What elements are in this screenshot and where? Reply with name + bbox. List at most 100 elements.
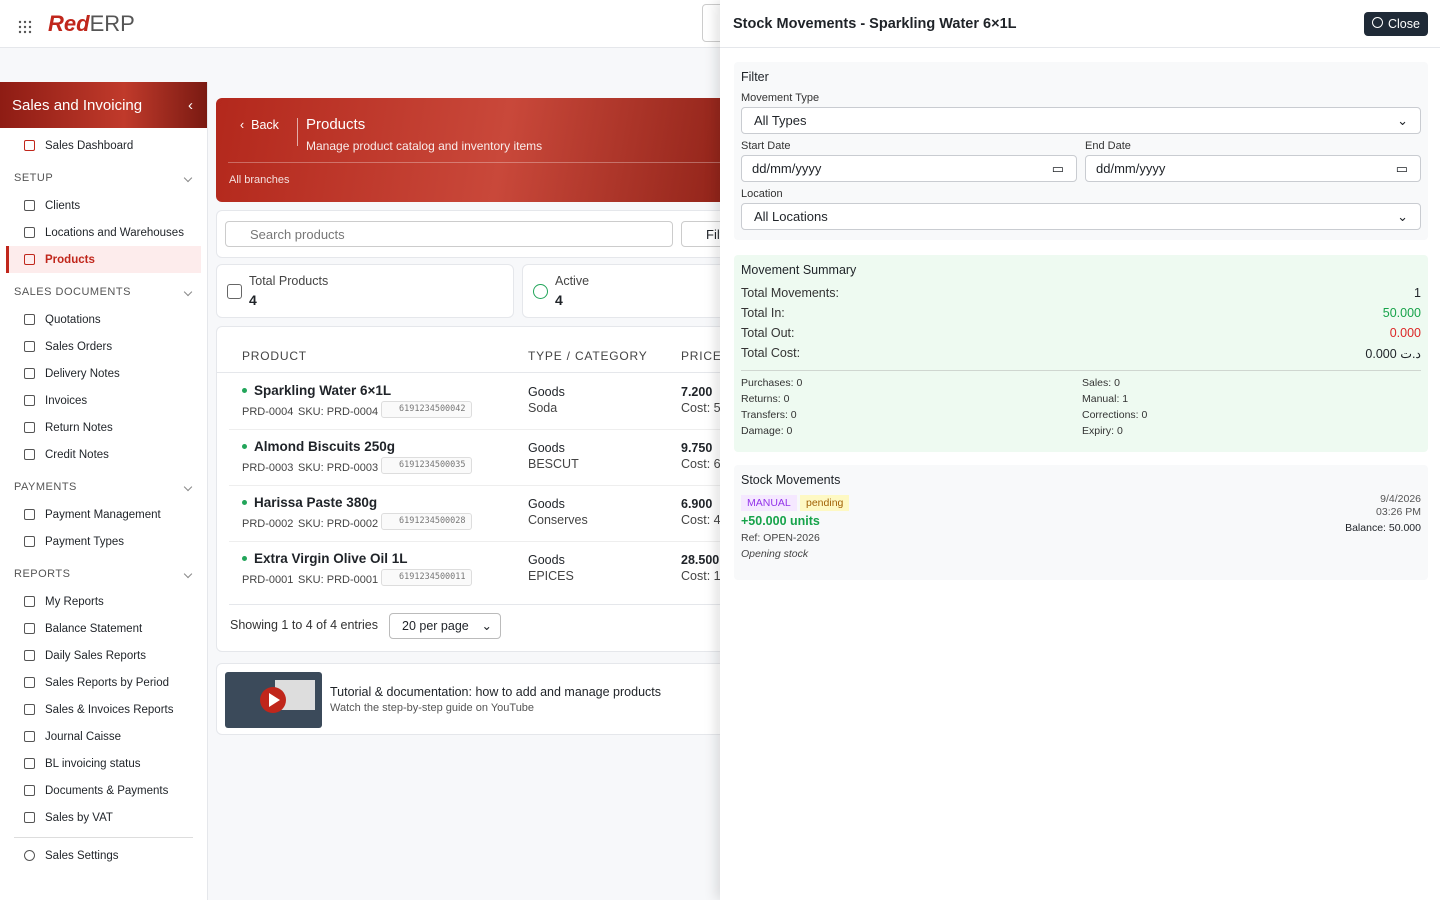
nav-icon	[24, 785, 35, 796]
summary-row: Total Cost: 0.000 د.ت	[741, 343, 1421, 363]
per-page-label: 20 per page	[402, 619, 469, 633]
status-dot	[242, 500, 247, 505]
nav-item[interactable]: Documents & Payments	[6, 777, 201, 804]
back-button[interactable]: ‹ Back	[240, 118, 279, 132]
nav-item[interactable]: Delivery Notes	[6, 360, 201, 387]
field-label: Movement Type	[741, 92, 820, 104]
nav-item[interactable]: BL invoicing status	[6, 750, 201, 777]
nav-item[interactable]: Daily Sales Reports	[6, 642, 201, 669]
product-name[interactable]: Extra Virgin Olive Oil 1L	[254, 551, 408, 566]
breakdown-item: Corrections: 0	[1082, 409, 1148, 421]
select-value: All Types	[754, 113, 807, 128]
nav-label: Quotations	[45, 313, 101, 326]
nav-icon	[24, 449, 35, 460]
nav-item[interactable]: Clients	[6, 192, 201, 219]
nav-item[interactable]: Payment Types	[6, 528, 201, 555]
nav-icon	[24, 368, 35, 379]
section-title: PAYMENTS	[14, 481, 77, 493]
summary-value: 0.000	[1389, 326, 1421, 340]
sidebar-header: Sales and Invoicing ‹	[0, 82, 207, 128]
barcode-value: 6191234500011	[399, 572, 466, 582]
location-select[interactable]: All Locations ⌄	[741, 203, 1421, 230]
breakdown-item: Expiry: 0	[1082, 425, 1123, 437]
product-category: BESCUT	[528, 457, 579, 471]
product-id: PRD-0001	[242, 574, 294, 586]
stat-value: 4	[555, 292, 563, 308]
nav-item[interactable]: Quotations	[6, 306, 201, 333]
product-price: 9.750	[681, 441, 713, 455]
section-title: REPORTS	[14, 568, 71, 580]
close-button[interactable]: Close	[1364, 12, 1428, 36]
panel-header: Stock Movements - Sparkling Water 6×1L C…	[720, 0, 1440, 48]
summary-divider	[741, 370, 1421, 371]
summary-value: 50.000	[1382, 306, 1421, 320]
nav-item[interactable]: Return Notes	[6, 414, 201, 441]
section-header: SETUP	[0, 164, 207, 192]
collapse-icon[interactable]: ‹	[188, 96, 193, 114]
per-page-select[interactable]: 20 per page ⌄	[389, 613, 501, 639]
nav-item[interactable]: Invoices	[6, 387, 201, 414]
nav-item[interactable]: Sales by VAT	[6, 804, 201, 831]
product-name[interactable]: Almond Biscuits 250g	[254, 439, 396, 454]
summary-label: Total Out:	[741, 326, 795, 340]
summary-row: Total In: 50.000	[741, 303, 1421, 323]
nav-icon	[24, 254, 35, 265]
branches: All branches	[229, 174, 290, 186]
table-divider	[229, 604, 729, 605]
chevron	[183, 287, 193, 297]
summary-rows: Total Movements: 1 Total In: 50.000 Total Ou…	[741, 283, 1421, 363]
reference: Ref: OPEN-2026	[741, 532, 820, 544]
date-placeholder: dd/mm/yyyy	[752, 161, 822, 176]
page-subtitle: Manage product catalog and inventory ite…	[306, 139, 543, 153]
tutorial-card[interactable]: Tutorial & documentation: how to add and…	[216, 663, 736, 735]
back-label: Back	[251, 118, 279, 132]
section-header: PAYMENTS	[0, 473, 207, 501]
date-placeholder: dd/mm/yyyy	[1096, 161, 1166, 176]
video-thumbnail[interactable]	[225, 672, 322, 728]
nav-item[interactable]: Locations and Warehouses	[6, 219, 201, 246]
field-label: Start Date	[741, 140, 791, 152]
nav-item[interactable]: Sales Reports by Period	[6, 669, 201, 696]
barcode: 6191234500035	[381, 457, 472, 474]
logo[interactable]: RedERP	[48, 11, 135, 37]
sidebar: Sales and Invoicing ‹ Sales Dashboard SET…	[0, 82, 208, 900]
column-header: TYPE / CATEGORY	[528, 349, 648, 363]
nav-icon	[24, 596, 35, 607]
summary-value: 1	[1414, 286, 1421, 300]
logo-rest: ERP	[89, 11, 135, 36]
nav-item[interactable]: Balance Statement	[6, 615, 201, 642]
barcode-value: 6191234500042	[399, 404, 466, 414]
nav-label: Documents & Payments	[45, 784, 169, 797]
product-name[interactable]: Sparkling Water 6×1L	[254, 383, 392, 398]
nav-icon	[24, 758, 35, 769]
product-sku: SKU: PRD-0002	[298, 518, 379, 530]
nav-item[interactable]: Sales Settings	[6, 842, 201, 869]
product-type: Goods	[528, 553, 565, 567]
search-input[interactable]: Search products	[225, 221, 673, 247]
nav-label: Sales Reports by Period	[45, 676, 170, 689]
product-name[interactable]: Harissa Paste 380g	[254, 495, 378, 510]
apps-icon[interactable]	[18, 20, 32, 34]
summary-label: Total Cost:	[741, 346, 801, 360]
nav-item[interactable]: Sales Dashboard	[6, 132, 201, 159]
nav-item[interactable]: My Reports	[6, 588, 201, 615]
nav-item[interactable]: Products	[6, 246, 201, 273]
product-cost: Cost: 6	[681, 457, 721, 471]
nav-item[interactable]: Journal Caisse	[6, 723, 201, 750]
section-header: REPORTS	[0, 560, 207, 588]
nav-item[interactable]: Credit Notes	[6, 441, 201, 468]
row-divider	[229, 485, 729, 486]
nav-item[interactable]: Sales Orders	[6, 333, 201, 360]
end-date-input[interactable]: dd/mm/yyyy ▭	[1085, 155, 1421, 182]
nav-icon	[24, 704, 35, 715]
start-date-input[interactable]: dd/mm/yyyy ▭	[741, 155, 1077, 182]
breakdown: Purchases: 0 Sales: 0 Returns: 0 Manual: 1 T…	[741, 377, 1421, 437]
nav-list: SETUP Clients Locations and Warehouses Prod…	[0, 164, 207, 831]
nav-item[interactable]: Payment Management	[6, 501, 201, 528]
hero: ‹ Back Products Manage product catalog a…	[216, 98, 736, 202]
date: 9/4/2026	[1380, 493, 1421, 505]
product-cost: Cost: 5	[681, 401, 721, 415]
movement-type-select[interactable]: All Types ⌄	[741, 107, 1421, 134]
nav-item[interactable]: Sales & Invoices Reports	[6, 696, 201, 723]
